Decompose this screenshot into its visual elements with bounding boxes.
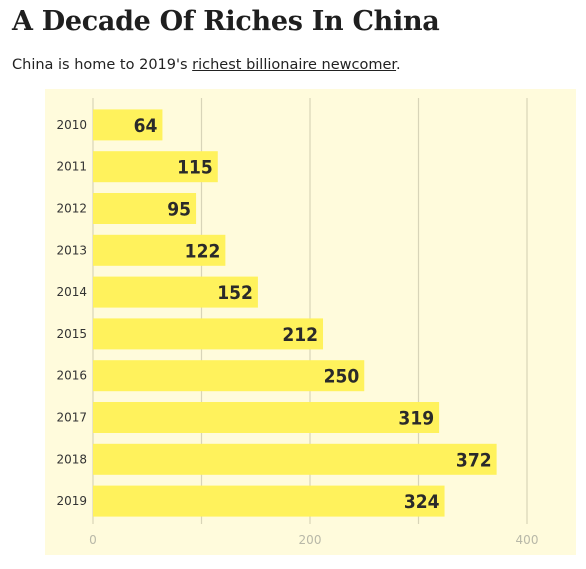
- data-label: 115: [177, 157, 213, 179]
- y-tick-label: 2013: [56, 243, 87, 257]
- y-tick-label: 2014: [56, 285, 87, 299]
- data-label: 319: [398, 408, 434, 430]
- y-tick-label: 2015: [56, 327, 87, 341]
- bar-2010: [93, 109, 163, 141]
- y-tick-label: 2010: [56, 118, 87, 132]
- y-tick-label: 2019: [56, 494, 87, 508]
- data-label: 152: [217, 282, 253, 304]
- bar-2015: [93, 318, 324, 350]
- data-label: 372: [456, 449, 492, 471]
- bar-2011: [93, 151, 218, 183]
- bar-2012: [93, 193, 197, 224]
- data-label: 95: [167, 199, 191, 221]
- bar-chart: 2010 64 2011 115 2012 95 2013 122 2014 152 2015 212…: [45, 89, 576, 555]
- bar-2018: [93, 443, 497, 475]
- x-tick-label: 200: [299, 533, 322, 547]
- data-label: 250: [324, 366, 360, 388]
- bar-2014: [93, 276, 258, 308]
- bar-2016: [93, 360, 365, 392]
- x-tick-label: 400: [516, 533, 539, 547]
- page-title: A Decade Of Riches In China: [12, 6, 440, 37]
- bar-2017: [93, 402, 440, 433]
- richest-billionaire-newcomer-link[interactable]: richest billionaire newcomer: [192, 57, 397, 73]
- y-tick-label: 2011: [56, 160, 87, 174]
- data-label: 122: [185, 240, 221, 262]
- data-label: 324: [404, 491, 440, 513]
- bar-2019: [93, 485, 445, 517]
- y-tick-label: 2018: [56, 452, 87, 466]
- y-tick-label: 2017: [56, 411, 87, 425]
- subtitle: China is home to 2019's richest billiona…: [12, 57, 401, 73]
- x-tick-label: 0: [89, 533, 97, 547]
- data-label: 64: [134, 115, 158, 137]
- y-tick-label: 2012: [56, 202, 87, 216]
- data-label: 212: [282, 324, 318, 346]
- subtitle-period: .: [396, 57, 401, 73]
- y-tick-label: 2016: [56, 369, 87, 383]
- bar-2013: [93, 234, 226, 266]
- bar-chart-svg: 2010 64 2011 115 2012 95 2013 122 2014 152 2015 212…: [45, 89, 576, 555]
- subtitle-text: China is home to 2019's: [12, 57, 193, 73]
